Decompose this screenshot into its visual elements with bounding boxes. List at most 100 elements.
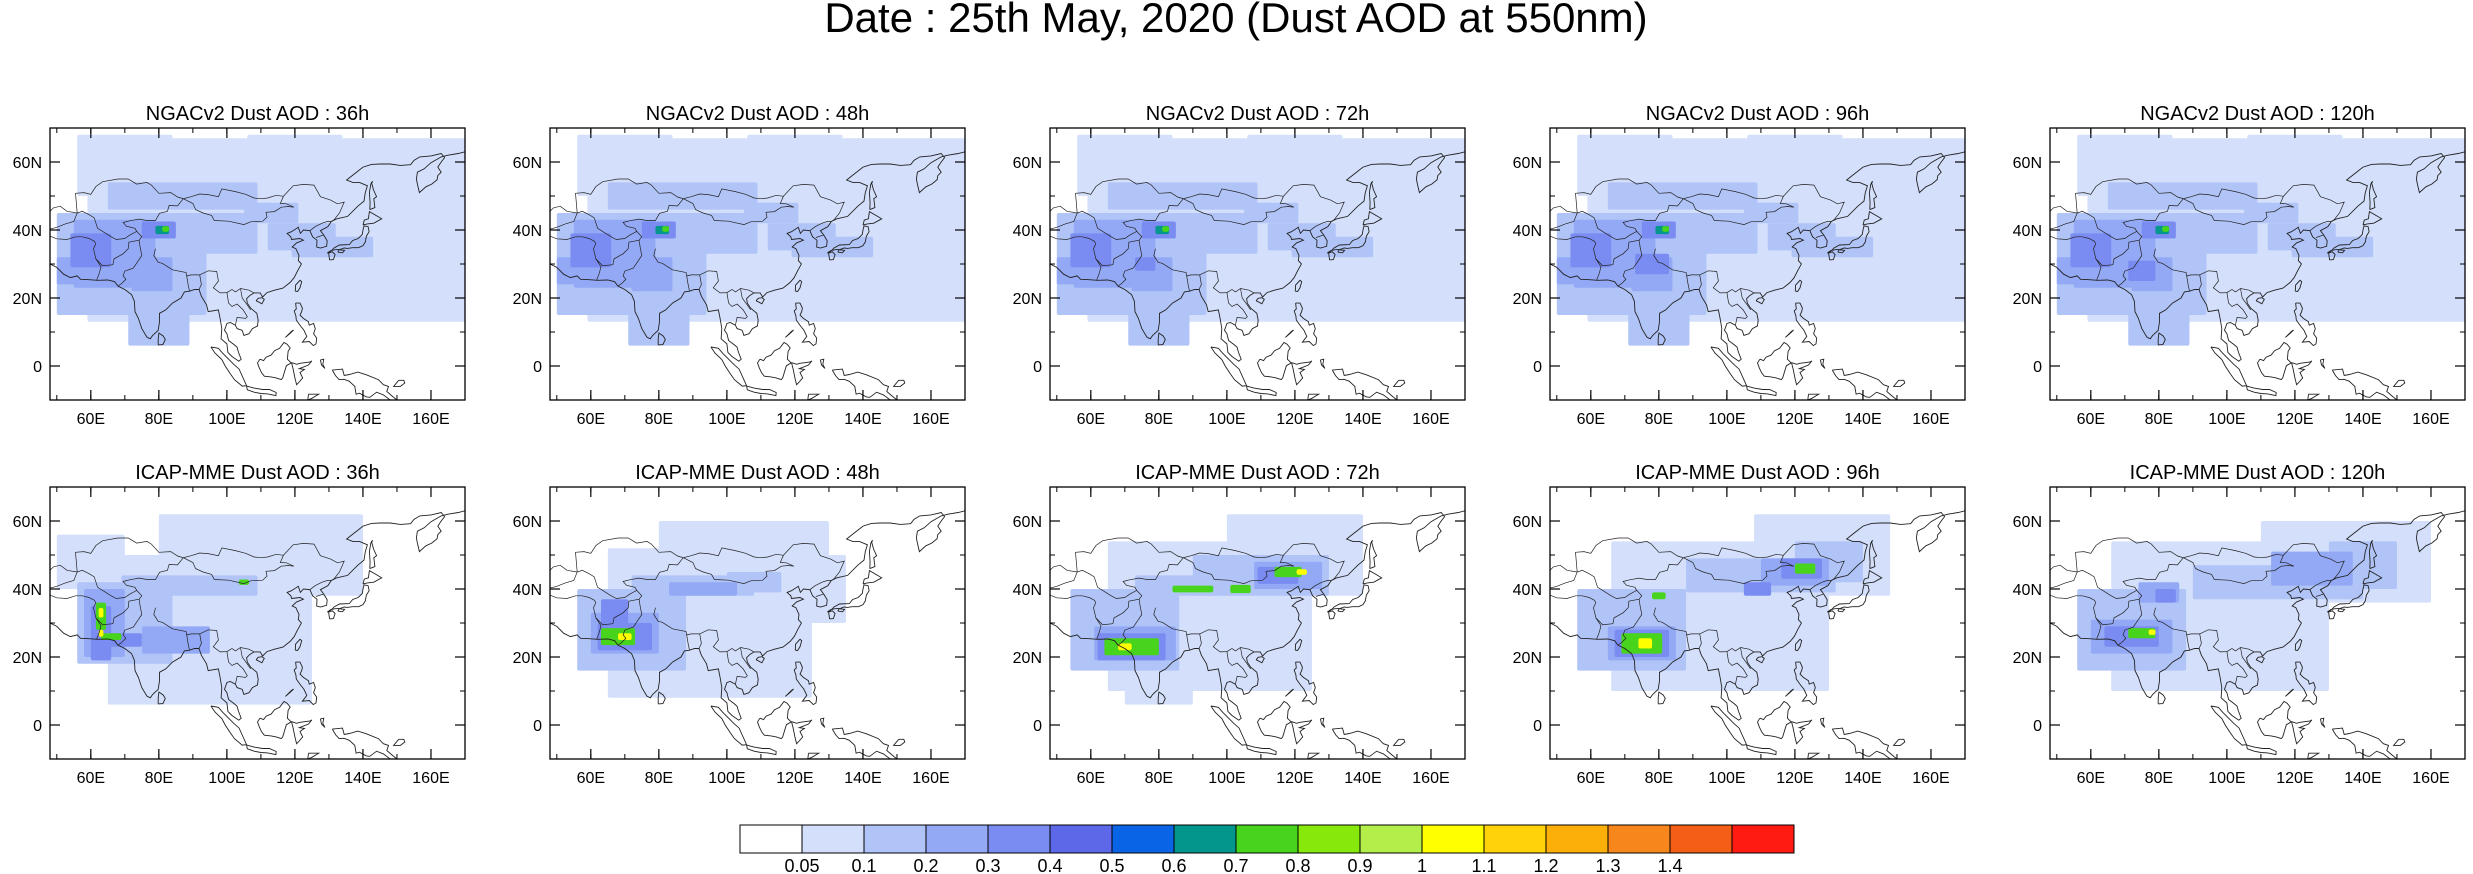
x-tick-label: 160E [912,770,949,787]
coastline [837,249,846,254]
aod-contour-cell [1162,226,1170,232]
coastline [2291,360,2313,386]
coastline [2337,608,2346,613]
colorbar-label: 1 [1417,856,1427,874]
x-tick-label: 160E [2412,411,2449,428]
coastline [368,540,378,570]
aod-contour-cell [56,534,125,589]
coastline [337,608,346,613]
coastline [757,341,792,381]
coastline [1050,151,1465,362]
coastline [1307,752,1321,759]
country-border [1093,590,1143,626]
coastline [1793,302,1818,347]
coastline [1862,569,1883,585]
coastline [2368,540,2378,570]
country-border [2050,564,2078,573]
country-border [2153,607,2255,653]
country-border [93,590,143,626]
country-border [1809,580,1832,590]
country-border [75,537,345,581]
coastline [2362,569,2383,585]
y-tick-label: 20N [1513,650,1542,667]
coastline [1755,297,1765,305]
coastline [1837,249,1846,254]
y-tick-label: 20N [1513,291,1542,308]
colorbar-label: 1.3 [1595,856,1620,874]
country-border [550,594,597,603]
coastline [319,358,326,369]
x-tick-label: 140E [2344,770,2381,787]
x-tick-label: 60E [2077,770,2105,787]
country-border [2186,634,2190,651]
coastline [285,329,294,338]
coastline [362,210,383,226]
panel-title: NGACv2 Dust AOD : 120h [2140,103,2375,125]
coastline [710,346,748,387]
x-tick-label: 140E [844,411,881,428]
aod-contour-cell [1107,182,1258,210]
coastline [793,661,818,706]
coastline [1337,249,1346,254]
country-border [1575,178,1845,222]
country-border [740,647,751,670]
coastline [392,738,406,746]
y-tick-label: 0 [33,718,42,735]
coastline [1392,738,1406,746]
aod-contour-cell [628,291,690,346]
x-tick-label: 80E [1145,770,1173,787]
aod-contour-cell [1386,141,1435,162]
coastline [2331,368,2398,400]
x-tick-label: 160E [412,770,449,787]
x-tick-label: 100E [708,770,745,787]
country-border [2093,590,2143,626]
country-border [153,248,255,294]
aod-contour-cell [747,134,843,176]
aod-contour-cell [1118,643,1132,651]
aod-contour-cell [2077,134,2173,196]
country-border [1698,274,1702,290]
coastline [1331,368,1398,400]
coastline [246,744,277,756]
x-tick-label: 140E [2344,411,2381,428]
country-border [1309,221,1332,231]
aod-contour-cell [743,202,799,224]
country-border [1183,555,1295,584]
y-tick-label: 20N [1013,650,1042,667]
y-tick-label: 60N [513,514,542,531]
colorbar-label: 1.1 [1471,856,1496,874]
aod-contour-cell [2247,134,2343,176]
coastline [1550,510,1965,721]
coastline-layer [2050,510,2465,759]
panel-title: ICAP-MME Dust AOD : 72h [1135,462,1380,484]
aod-contour-cell [1296,569,1307,575]
coastline [2307,752,2321,759]
coastline [826,225,870,254]
aod-field [56,514,363,705]
country-border [593,231,643,267]
coastline [2255,297,2265,305]
y-tick-label: 40N [1513,223,1542,240]
coastline [50,151,465,362]
colorbar-swatch [1111,824,1175,854]
coastline-layer [550,151,965,400]
aod-contour-cell [1077,134,1173,196]
country-border [1726,292,1748,326]
aod-contour-cell [1638,638,1653,649]
aod-contour-cell [162,226,170,232]
coastline [331,727,398,759]
x-tick-label: 100E [208,411,245,428]
country-border [1226,651,1248,685]
country-border [2050,205,2078,214]
x-tick-label: 160E [912,411,949,428]
country-border [1550,594,1597,603]
country-border [1050,198,1184,240]
country-border [2186,275,2190,292]
x-tick-label: 140E [1344,411,1381,428]
coastline [255,656,265,664]
coastline [1746,385,1777,397]
country-border [1315,593,1324,597]
map-panel: NGACv2 Dust AOD : 72h 60E 80E 100E 120E 140E 1… [1013,103,1466,428]
country-border [726,651,748,685]
country-border [118,240,143,287]
